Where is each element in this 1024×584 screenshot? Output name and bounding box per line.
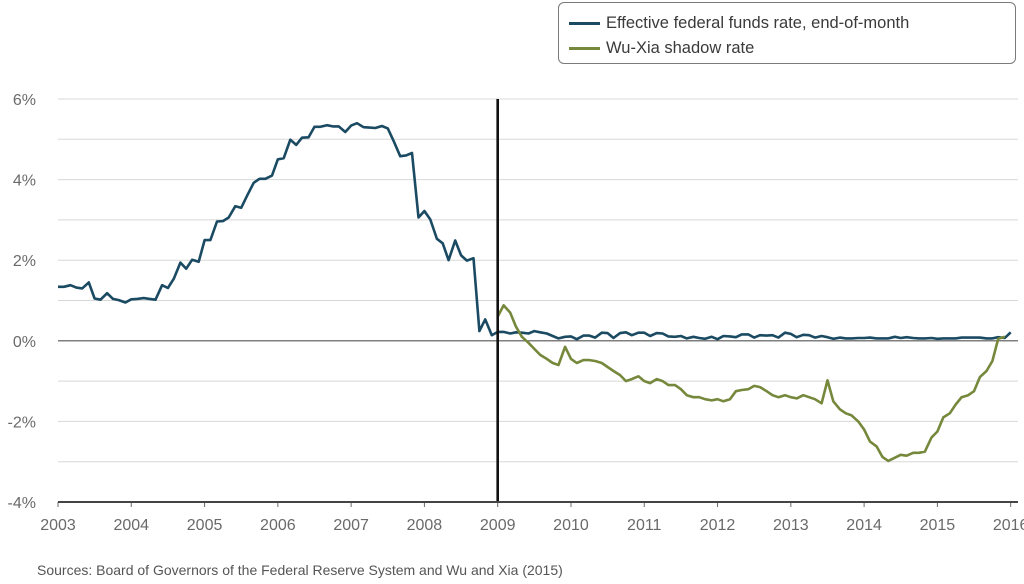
x-tick-label: 2014 (846, 517, 882, 534)
x-tick-label: 2011 (627, 517, 662, 534)
legend: Effective federal funds rate, end-of-mon… (558, 2, 1016, 64)
y-tick-label: -2% (8, 414, 36, 431)
x-tick-label: 2004 (113, 517, 149, 534)
x-tick-label: 2016 (993, 517, 1024, 534)
x-tick-label: 2003 (40, 517, 76, 534)
x-tick-label: 2008 (407, 517, 443, 534)
x-tick-label: 2015 (920, 517, 956, 534)
series-line-shadow-rate (496, 304, 1006, 463)
y-tick-label: 2% (13, 253, 36, 270)
x-tick-label: 2009 (480, 517, 516, 534)
source-note: Sources: Board of Governors of the Feder… (37, 562, 563, 578)
x-tick-label: 2013 (773, 517, 809, 534)
legend-item-fed-funds: Effective federal funds rate, end-of-mon… (569, 12, 909, 34)
y-tick-label: 0% (13, 334, 36, 351)
x-tick-label: 2005 (187, 517, 223, 534)
legend-swatch-shadow-rate (569, 46, 600, 50)
legend-swatch-fed-funds (569, 21, 600, 25)
series-line-fed-funds (58, 121, 1012, 341)
x-tick-label: 2006 (260, 517, 296, 534)
legend-item-shadow-rate: Wu-Xia shadow rate (569, 37, 754, 59)
y-tick-label: -4% (8, 495, 36, 512)
legend-label-shadow-rate: Wu-Xia shadow rate (606, 38, 755, 57)
x-tick-label: 2010 (553, 517, 589, 534)
x-axis-tick-labels: 2003 2004 2005 2006 2007 2008 2009 2010 2011 2012… (40, 502, 1024, 534)
y-axis-tick-labels: 6% 4% 2% 0% -2% -4% (8, 92, 36, 512)
series-layer (58, 121, 1012, 463)
x-tick-label: 2007 (333, 517, 369, 534)
grid-lines (58, 98, 1018, 503)
legend-label-fed-funds: Effective federal funds rate, end-of-mon… (606, 13, 910, 32)
y-tick-label: 4% (13, 173, 36, 190)
x-tick-label: 2012 (700, 517, 736, 534)
y-tick-label: 6% (13, 92, 36, 109)
